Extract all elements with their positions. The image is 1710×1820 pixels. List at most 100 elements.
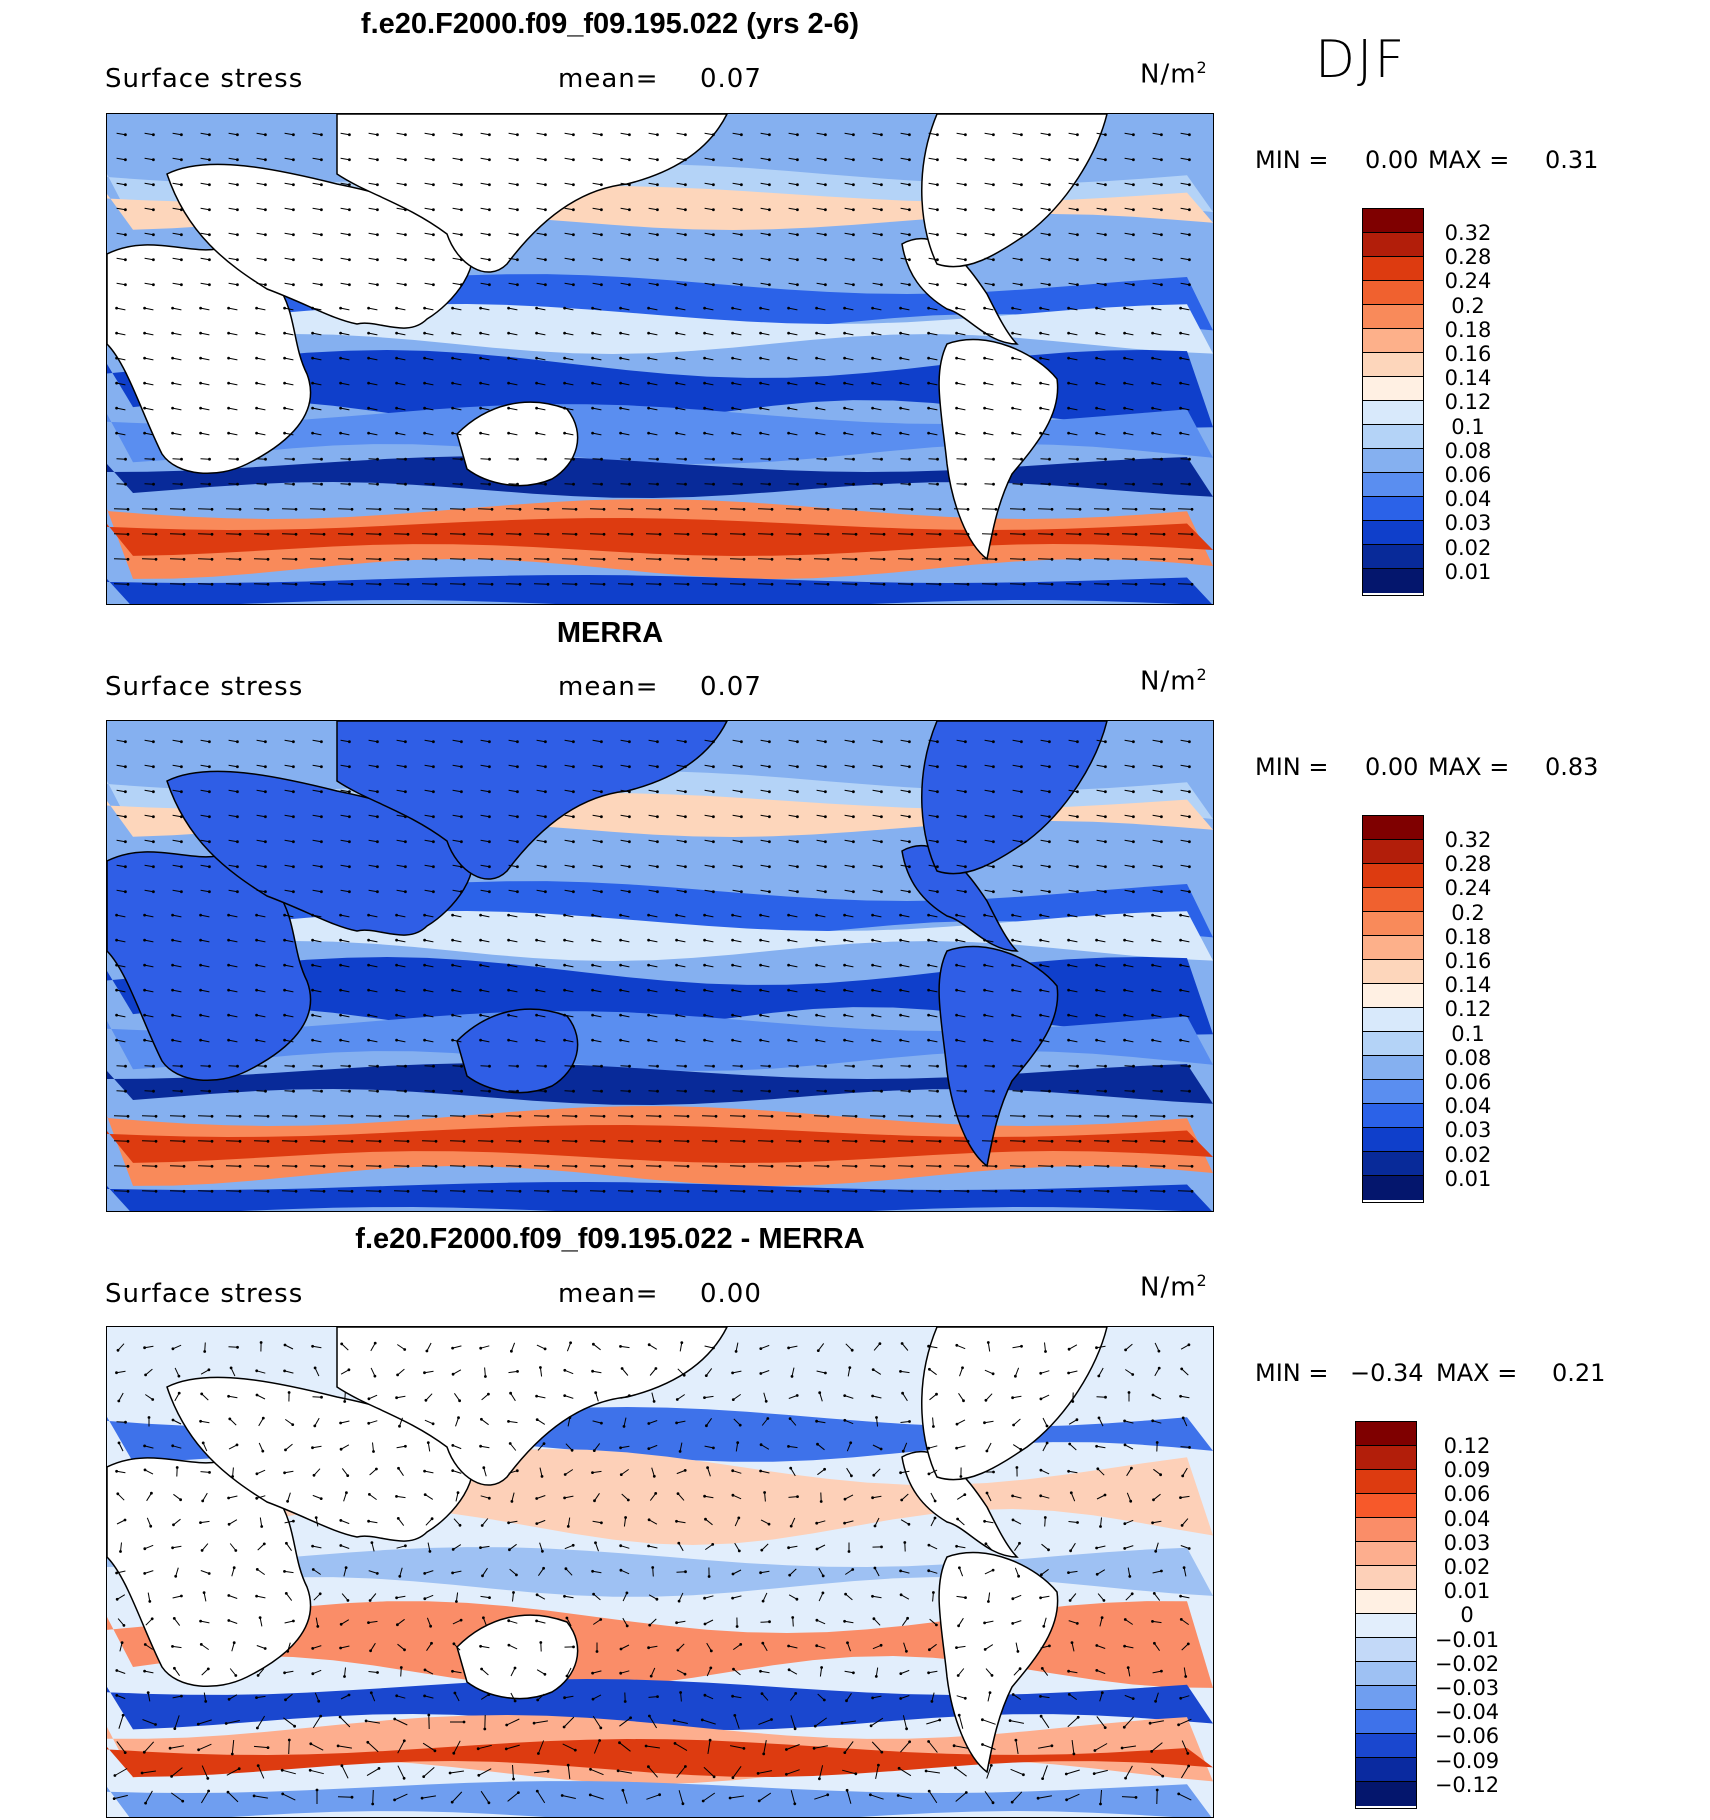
contour-band [107, 957, 1213, 1035]
wind-arrow-head [1160, 457, 1163, 461]
wind-arrow [1096, 1494, 1106, 1500]
wind-arrow-head [264, 133, 267, 137]
wind-arrow-head [180, 208, 183, 212]
wind-arrow-head [992, 865, 995, 869]
wind-arrow [285, 1693, 293, 1701]
wind-arrow [676, 964, 686, 968]
wind-arrow-head [600, 183, 603, 187]
wind-arrow-head [824, 815, 827, 819]
wind-arrow [1180, 357, 1190, 361]
wind-arrow-head [714, 532, 718, 536]
wind-arrow-head [143, 331, 146, 335]
wind-arrow [1012, 789, 1022, 793]
wind-arrow-head [908, 183, 911, 187]
wind-arrow-head [901, 1449, 905, 1453]
wind-arrow-head [322, 557, 326, 561]
wind-arrow-head [404, 133, 407, 137]
wind-arrow-head [479, 331, 482, 335]
colorbar-swatch [1363, 281, 1423, 305]
wind-arrow [424, 357, 434, 361]
wind-arrow [1009, 1165, 1025, 1167]
colorbar-tick-label: 0.01 [1444, 559, 1492, 584]
wind-arrow-head [483, 1727, 487, 1731]
wind-arrow-head [762, 1752, 766, 1756]
wind-arrow-head [731, 963, 734, 967]
wind-arrow [900, 207, 910, 211]
map-canvas [107, 1327, 1213, 1817]
wind-arrow-head [378, 582, 382, 586]
wind-arrow-head [647, 381, 650, 385]
wind-arrow [508, 207, 518, 211]
wind-arrow [648, 1715, 658, 1729]
wind-arrow [1124, 232, 1134, 236]
wind-arrow-head [154, 507, 158, 511]
wind-arrow-head [591, 1569, 594, 1573]
wind-arrow [372, 1789, 374, 1805]
wind-arrow [452, 764, 462, 768]
wind-arrow [1093, 583, 1109, 585]
wind-arrow-head [255, 1393, 259, 1397]
wind-arrow-head [255, 1568, 259, 1571]
wind-arrow [902, 1715, 908, 1729]
wind-arrow-head [600, 765, 603, 769]
colorbar-swatch [1363, 1056, 1423, 1080]
wind-arrow-head [1181, 1416, 1185, 1420]
wind-arrow-head [852, 133, 855, 137]
wind-arrow [704, 764, 714, 768]
wind-arrow-head [686, 507, 690, 511]
wind-arrow [366, 1720, 380, 1724]
wind-arrow [425, 1393, 433, 1401]
wind-arrow [1012, 739, 1022, 743]
wind-arrow [928, 282, 938, 286]
wind-arrow [592, 1370, 602, 1374]
wind-arrow [816, 1014, 826, 1018]
wind-arrow [816, 357, 826, 361]
wind-arrow-head [378, 1139, 382, 1143]
wind-arrow-head [339, 988, 342, 992]
wind-arrow-head [516, 482, 519, 486]
wind-arrow [872, 864, 882, 868]
wind-arrow [901, 1343, 909, 1351]
wind-arrow-head [283, 331, 286, 335]
wind-arrow [480, 282, 490, 286]
wind-arrow [1097, 1468, 1105, 1476]
wind-arrow-head [546, 507, 550, 511]
wind-arrow-head [535, 913, 538, 917]
wind-arrow [679, 1442, 683, 1452]
wind-arrow-head [115, 988, 118, 992]
wind-arrow [956, 1344, 966, 1350]
wind-arrow-head [348, 890, 351, 894]
wind-arrow [1180, 939, 1190, 943]
wind-arrow-head [208, 283, 211, 287]
wind-arrow-head [406, 507, 410, 511]
wind-arrow-head [1072, 1752, 1076, 1756]
wind-arrow [1096, 839, 1106, 843]
wind-arrow-head [563, 406, 566, 410]
wind-arrow-head [236, 482, 239, 486]
wind-arrow-head [709, 1649, 713, 1653]
wind-arrow-head [787, 1546, 790, 1550]
wind-arrow-head [1129, 1499, 1133, 1503]
wind-arrow-head [1011, 1518, 1015, 1522]
wind-arrow [704, 257, 714, 261]
wind-arrow [477, 1115, 493, 1117]
wind-arrow [732, 889, 742, 893]
wind-arrow-head [676, 1492, 680, 1495]
wind-arrow-head [796, 815, 799, 819]
wind-arrow-head [338, 1715, 342, 1719]
wind-arrow [508, 1470, 518, 1474]
wind-arrow-head [1020, 283, 1023, 287]
wind-arrow [649, 1493, 657, 1501]
wind-arrow [788, 182, 798, 186]
wind-arrow-head [647, 356, 650, 360]
wind-arrow-head [572, 258, 575, 262]
wind-arrow [172, 1645, 182, 1649]
wind-arrow-head [460, 482, 463, 486]
wind-arrow-head [675, 431, 678, 435]
wind-arrow-head [938, 1189, 942, 1193]
wind-arrow-head [376, 740, 379, 744]
wind-arrow-head [656, 1089, 659, 1093]
wind-arrow-head [964, 890, 967, 894]
wind-arrow-head [1050, 1744, 1054, 1748]
wind-arrow [841, 1140, 857, 1142]
